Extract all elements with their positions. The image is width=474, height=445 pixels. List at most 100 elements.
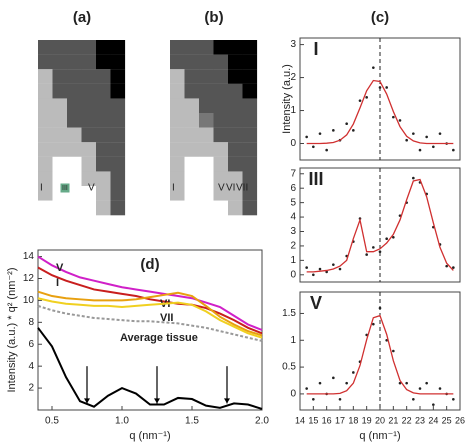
pixel	[199, 83, 214, 99]
x-tick-label: 20	[375, 415, 385, 425]
pixel	[96, 69, 111, 84]
pixel	[170, 69, 185, 84]
y-tick-label: 3	[290, 39, 296, 50]
pixel	[67, 200, 82, 216]
pixel	[170, 113, 185, 128]
pixel	[38, 69, 53, 84]
series-line	[306, 314, 454, 395]
data-point	[338, 267, 342, 271]
data-point	[312, 273, 315, 277]
x-tick-label: 0.5	[45, 416, 59, 427]
data-point	[312, 397, 315, 401]
arrow-head	[224, 398, 230, 404]
pixel	[184, 171, 200, 187]
data-point	[412, 132, 415, 135]
pixel	[242, 98, 258, 114]
pixel	[170, 127, 185, 143]
data-point	[412, 176, 415, 180]
panel-label: (c)	[371, 9, 389, 26]
pixel	[96, 98, 111, 114]
pixel	[52, 142, 68, 157]
pixel	[199, 69, 214, 84]
pixel	[38, 113, 53, 128]
series-line	[37, 266, 263, 335]
y-tick-label: 6	[290, 183, 296, 194]
pixel	[242, 171, 258, 187]
pixel	[170, 83, 185, 99]
data-point	[318, 381, 322, 385]
pixel	[228, 98, 243, 114]
x-axis-label: q (nm⁻¹)	[359, 430, 400, 442]
x-tick-label: 14	[295, 415, 305, 425]
pixel	[81, 98, 97, 114]
pixel	[213, 186, 229, 201]
pixel	[67, 83, 82, 99]
pixel	[81, 113, 97, 128]
x-tick-label: 2.0	[255, 416, 269, 427]
pixel	[38, 98, 53, 114]
pixel	[242, 54, 258, 70]
pixel	[242, 69, 258, 84]
panel-tag: I	[313, 39, 318, 59]
pixel	[81, 200, 97, 216]
pixel	[170, 54, 185, 70]
pixel	[228, 156, 243, 172]
panel-tag: V	[310, 293, 322, 313]
data-point	[305, 387, 308, 390]
arrow-head	[154, 398, 160, 404]
pixel	[38, 171, 53, 187]
data-point	[385, 237, 388, 241]
y-tick-label: 1	[290, 335, 296, 346]
y-tick-label: 6	[28, 339, 34, 350]
pixel	[38, 54, 53, 70]
pixel	[110, 54, 126, 70]
data-point	[438, 387, 442, 390]
series-line	[37, 327, 263, 410]
pixel	[242, 127, 258, 143]
pixel	[38, 40, 53, 55]
arrow-head	[84, 398, 90, 404]
pixel	[110, 113, 126, 128]
pixel	[170, 186, 185, 201]
data-point	[392, 115, 395, 119]
series-line	[37, 290, 263, 337]
data-point	[378, 306, 382, 310]
y-tick-label: 1.5	[282, 308, 296, 319]
y-tick-label: 0	[290, 389, 296, 400]
pixel	[199, 142, 214, 157]
pixel	[228, 54, 243, 70]
y-axis-label: Intensity (a.u.)	[281, 64, 293, 134]
data-point	[358, 99, 362, 102]
data-point	[432, 403, 435, 406]
pixel	[38, 156, 53, 172]
data-point	[365, 96, 368, 99]
pixel-maps	[38, 40, 258, 216]
x-tick-label: 18	[348, 415, 358, 425]
data-point	[452, 148, 455, 152]
y-tick-label: 1	[290, 105, 296, 116]
series-line	[37, 255, 263, 331]
data-point	[325, 148, 328, 152]
pixel	[67, 142, 82, 157]
pixel	[213, 54, 229, 70]
pixel	[184, 127, 200, 143]
y-tick-label: 7	[290, 168, 296, 179]
data-point	[305, 135, 308, 139]
data-point	[345, 381, 348, 385]
pixel	[110, 142, 126, 157]
data-point	[352, 129, 355, 132]
pixel	[213, 200, 229, 216]
pixel	[228, 186, 243, 201]
pixel	[67, 98, 82, 114]
pixel	[242, 200, 258, 216]
pixel	[184, 54, 200, 70]
pixel	[228, 142, 243, 157]
data-point	[372, 322, 375, 326]
data-point	[425, 135, 428, 139]
pixel	[110, 156, 126, 172]
pixel	[199, 54, 214, 70]
region-label: V	[218, 183, 225, 194]
region-label: VII	[236, 183, 248, 194]
pixel	[67, 127, 82, 143]
